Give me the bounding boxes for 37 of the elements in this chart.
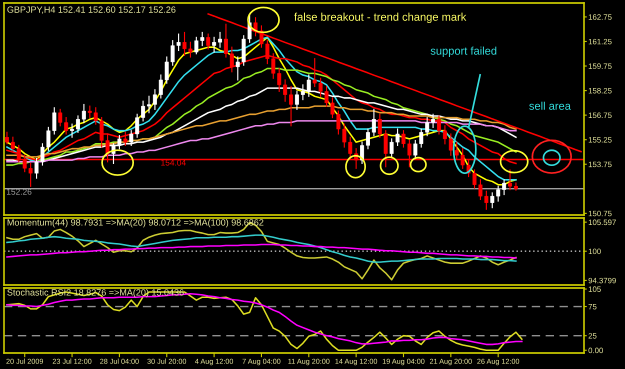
candlestick	[147, 96, 151, 114]
chart-title: GBPJPY,H4 152.41 152.60 152.17 152.26	[7, 6, 176, 14]
candlestick	[294, 90, 299, 110]
candlestick	[117, 135, 122, 150]
candlestick	[330, 97, 334, 118]
candlestick	[324, 86, 329, 107]
candlestick	[224, 24, 228, 58]
annotation: sell area	[529, 102, 571, 110]
candlestick	[366, 128, 370, 150]
candlestick	[372, 108, 376, 136]
ref-line-label: 154.04	[161, 160, 186, 166]
candlestick	[289, 86, 294, 126]
candlestick	[76, 115, 80, 133]
candlestick	[34, 158, 39, 179]
candlestick	[206, 34, 210, 50]
candlestick	[472, 169, 476, 189]
line-series	[6, 244, 517, 259]
chart-title: Momentum(44) 98.7931 =>MA(20) 98.0712 =>MA(100) 98.6862	[8, 219, 264, 228]
candlestick	[212, 36, 216, 53]
annotation: false breakout - trend change mark	[294, 12, 466, 24]
candlestick	[182, 32, 186, 56]
candlestick	[40, 143, 44, 166]
candlestick	[508, 169, 512, 190]
line-series	[207, 13, 582, 152]
annotation: support failed	[430, 46, 496, 57]
candlestick	[188, 42, 192, 58]
candlestick	[437, 115, 441, 135]
candlestick	[402, 130, 406, 148]
candlestick	[218, 32, 222, 48]
candlestick	[123, 132, 128, 146]
ref-line-label: 152.26	[6, 188, 32, 195]
line-series	[6, 234, 517, 263]
candlestick	[82, 104, 86, 124]
candlestick	[259, 25, 264, 48]
candlestick	[70, 124, 74, 138]
candlestick	[360, 142, 364, 164]
candlestick	[4, 132, 9, 144]
